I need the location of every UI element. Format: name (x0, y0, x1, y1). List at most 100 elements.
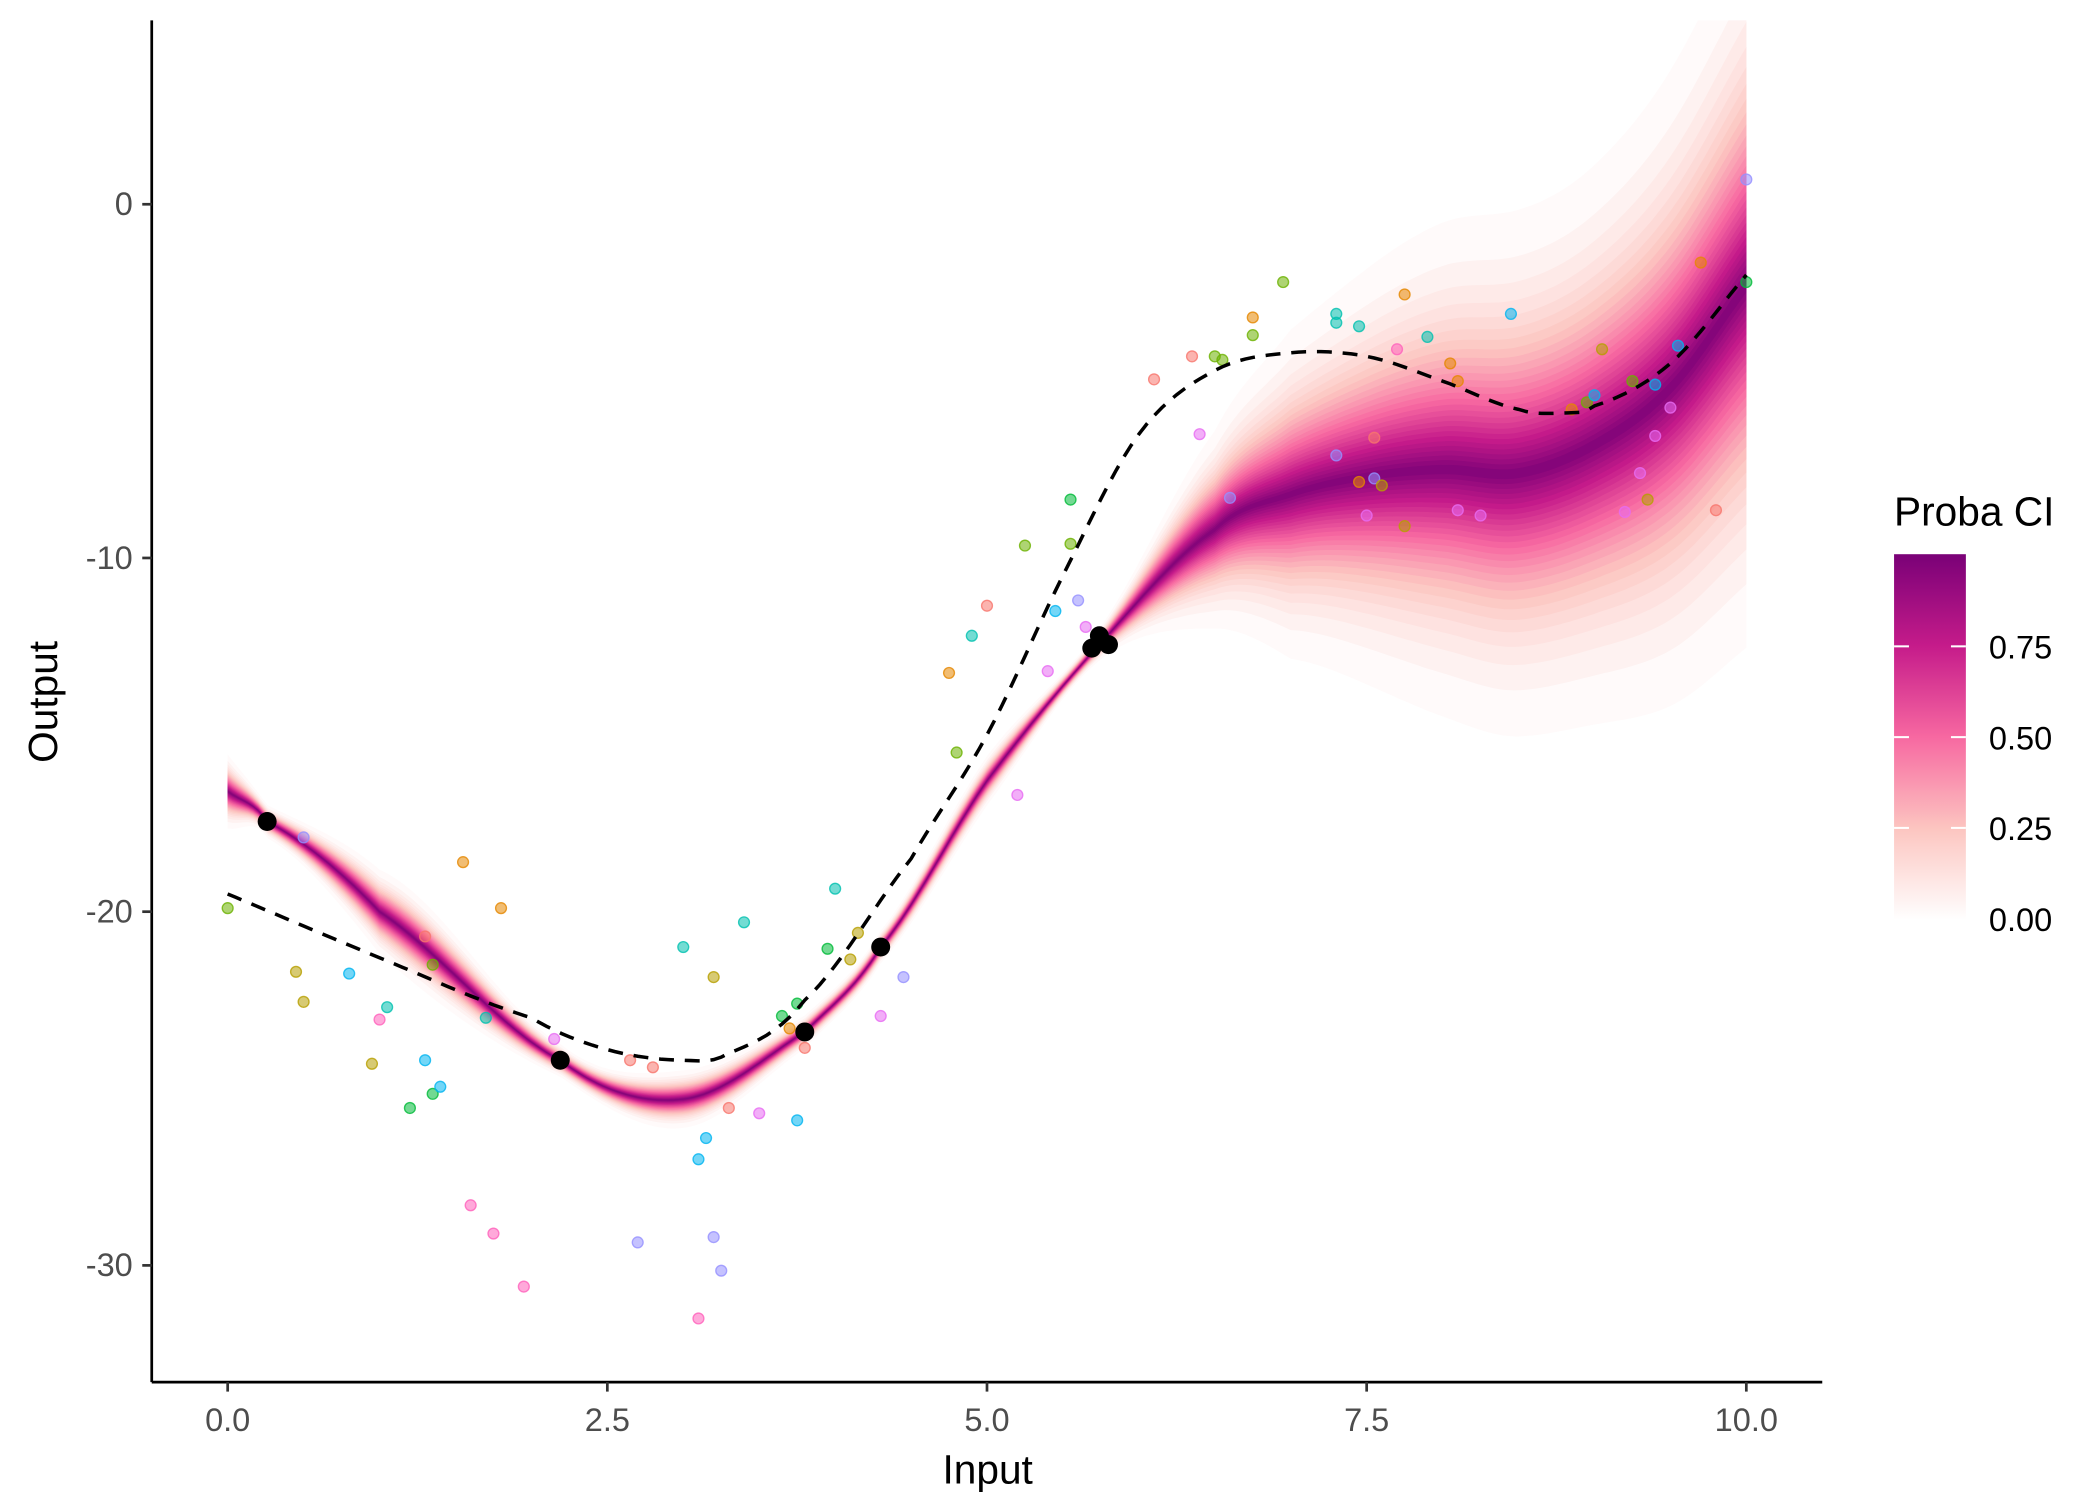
sample-point (1018, 539, 1032, 552)
sample-point (783, 1022, 796, 1035)
sample-point (844, 953, 857, 966)
dashed-curve (226, 273, 1748, 1063)
y-axis-title: Output (20, 641, 66, 763)
y-tick-label: -10 (86, 540, 133, 576)
sample-point (942, 666, 956, 680)
sample-point (722, 1101, 735, 1115)
legend: Proba CI 0.75 0.50 0.25 0.00 (1894, 489, 2054, 938)
sample-point (646, 1061, 659, 1074)
sample-point (980, 599, 994, 612)
sample-point (1664, 401, 1677, 414)
sample-point (677, 940, 690, 954)
sample-point (548, 1032, 561, 1046)
sample-point (631, 1236, 644, 1249)
legend-tick-label: 0.25 (1989, 811, 2052, 847)
sample-point (1671, 339, 1685, 352)
legend-tick-label: 0.50 (1989, 720, 2052, 756)
sample-point (897, 971, 910, 984)
sample-point (1580, 396, 1593, 409)
sample-point (1390, 343, 1404, 356)
sample-point (950, 746, 963, 759)
sample-point (1368, 431, 1381, 444)
sample-point (699, 1131, 713, 1145)
sample-point (1740, 275, 1753, 289)
sample-point (1504, 307, 1518, 321)
sample-point (1368, 472, 1381, 485)
x-axis-ticks: 0.0 2.5 5.0 7.5 10.0 (205, 1382, 1778, 1438)
sample-point (1246, 311, 1259, 324)
sample-point (1444, 357, 1457, 370)
y-tick-label: -30 (86, 1247, 133, 1283)
sample-point (1451, 375, 1464, 388)
sample-point (1633, 466, 1647, 480)
sample-point (1049, 604, 1062, 618)
band-level (227, 215, 1747, 1106)
observation-points (257, 626, 1118, 1070)
sample-point (1064, 537, 1077, 550)
observation-point (1099, 635, 1118, 655)
sample-point (1649, 429, 1662, 443)
sample-point (1330, 316, 1343, 329)
sample-point (798, 1041, 811, 1054)
sample-point (1626, 375, 1639, 388)
sample-point (1352, 475, 1366, 489)
sample-point (297, 831, 310, 844)
band-level (227, 222, 1747, 1106)
band-level (227, 83, 1747, 1116)
sample-point (707, 1230, 720, 1244)
sample-point (434, 1080, 447, 1093)
sample-point (775, 1009, 789, 1023)
sample-point (1649, 378, 1662, 391)
band-level (227, 207, 1747, 1107)
sample-point (1451, 504, 1464, 517)
sample-point (1041, 665, 1054, 678)
sample-point (1421, 330, 1434, 343)
sample-point (1193, 428, 1206, 441)
observation-point (257, 811, 277, 831)
sample-point (426, 958, 439, 971)
sample-point (365, 1057, 379, 1070)
x-tick-label: 0.0 (205, 1402, 250, 1438)
sample-point (1398, 520, 1411, 533)
sample-point (456, 856, 470, 869)
sample-point (965, 629, 978, 642)
sample-point (791, 1114, 804, 1127)
sample-point (1330, 449, 1343, 462)
sample-point (479, 1011, 492, 1024)
sample-point (494, 902, 508, 915)
sample-point (403, 1101, 417, 1115)
x-tick-label: 10.0 (1715, 1402, 1778, 1438)
sample-point (297, 995, 310, 1008)
sample-point (707, 971, 720, 984)
legend-tick-label: 0.00 (1989, 902, 2052, 938)
y-axis-ticks: 0 -10 -20 -30 (86, 186, 152, 1283)
sample-point (1360, 509, 1373, 522)
sample-points (221, 173, 1753, 1325)
sample-point (373, 1013, 386, 1026)
sample-point (1011, 788, 1024, 802)
sample-point (737, 916, 751, 929)
sample-point (1072, 594, 1085, 607)
sample-point (464, 1199, 477, 1212)
sample-point (1352, 320, 1366, 333)
sample-point (1147, 373, 1161, 386)
sample-point (851, 926, 865, 939)
sample-point (624, 1054, 637, 1067)
sample-point (1398, 288, 1411, 301)
x-tick-label: 2.5 (585, 1402, 630, 1438)
sample-point (1694, 256, 1707, 269)
sample-point (692, 1153, 705, 1166)
sample-point (426, 1087, 439, 1100)
sample-point (487, 1227, 500, 1240)
sample-point (1709, 504, 1723, 517)
sample-point (381, 1001, 394, 1014)
legend-tick-label: 0.75 (1989, 630, 2052, 666)
x-tick-label: 5.0 (964, 1402, 1009, 1438)
sample-point (1740, 173, 1753, 186)
sample-point (1079, 620, 1092, 634)
sample-point (1375, 479, 1388, 492)
sample-point (1223, 491, 1237, 504)
legend-title: Proba CI (1894, 489, 2054, 535)
sample-point (1474, 509, 1487, 522)
